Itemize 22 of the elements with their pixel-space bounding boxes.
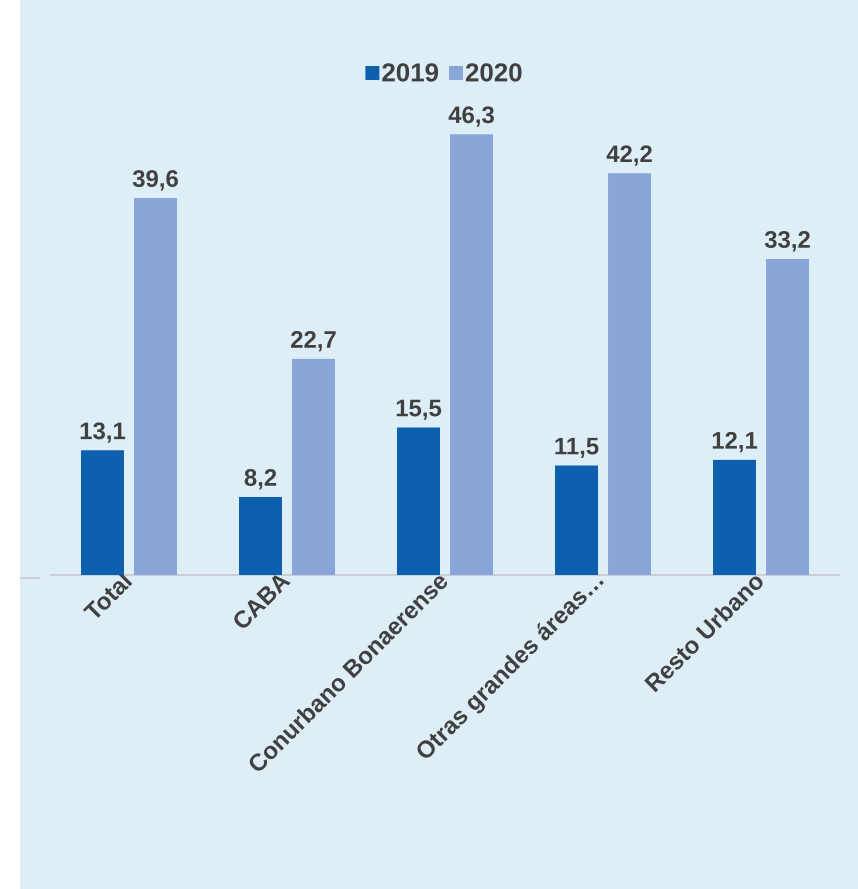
data-label: 8,2 [244, 469, 276, 490]
bar [450, 134, 494, 575]
data-label: 15,5 [396, 400, 442, 420]
data-label: 33,2 [764, 231, 810, 252]
bar [713, 460, 756, 575]
bar [239, 496, 282, 575]
bar [766, 258, 810, 575]
data-label: 11,5 [555, 438, 598, 458]
data-label: 46,3 [448, 106, 494, 127]
data-label: 42,2 [606, 145, 652, 166]
bar [397, 427, 440, 575]
bar [292, 358, 336, 575]
bar [134, 198, 178, 575]
data-label: 22,7 [291, 331, 336, 352]
bar [555, 466, 598, 575]
data-label: 12,1 [712, 432, 758, 452]
bar [81, 450, 124, 575]
data-label: 39,6 [132, 170, 178, 191]
legend-label: 2020 [466, 63, 522, 82]
data-label: 13,1 [80, 422, 126, 443]
legend-label: 2019 [382, 63, 438, 82]
bar [608, 173, 652, 575]
